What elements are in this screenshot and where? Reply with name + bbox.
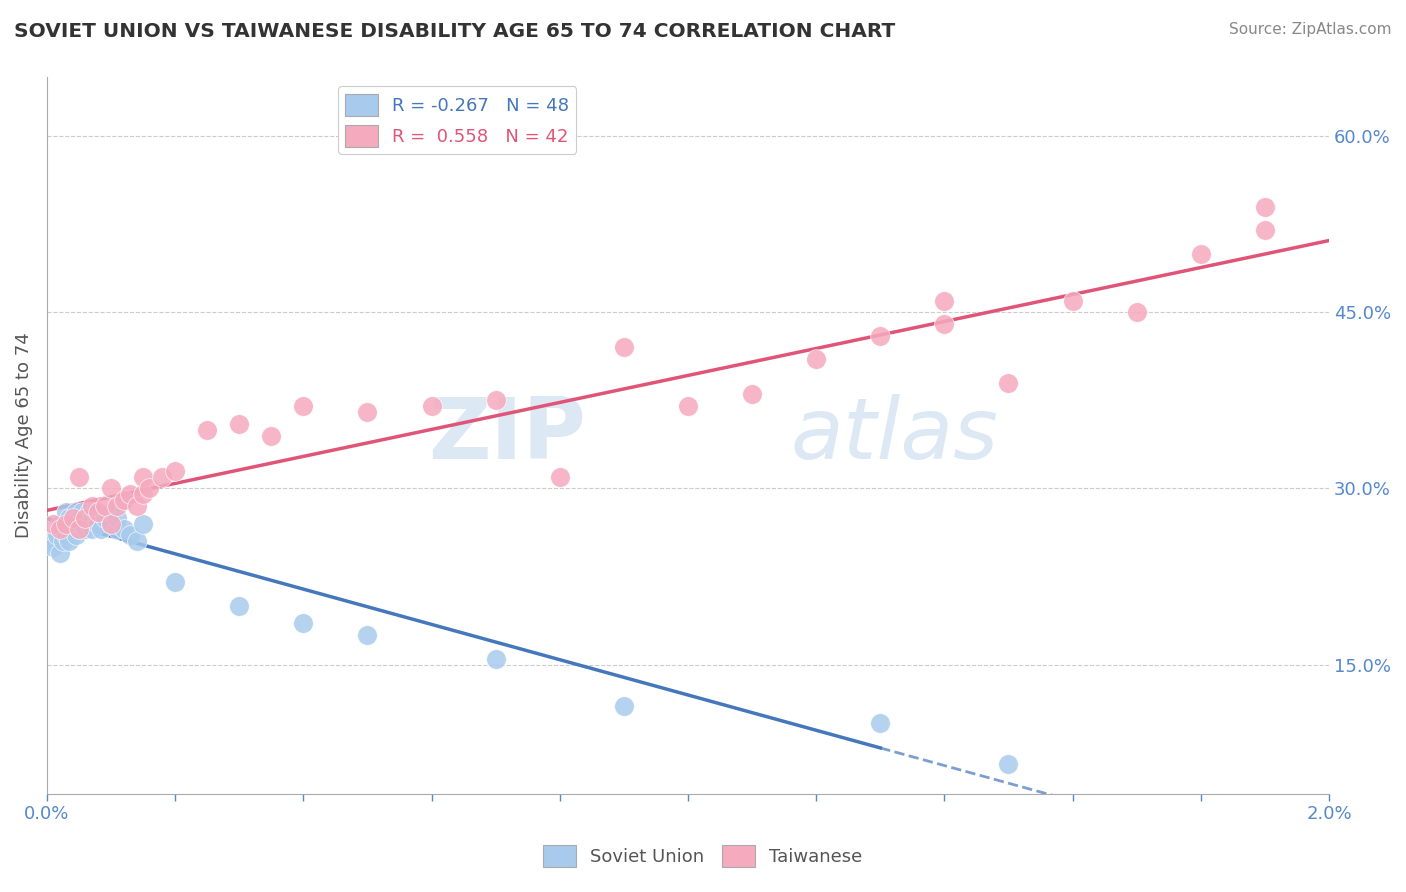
Point <box>997 757 1019 772</box>
Point <box>132 487 155 501</box>
Point <box>70 505 93 519</box>
Point <box>58 510 80 524</box>
Point <box>80 523 103 537</box>
Point <box>55 528 77 542</box>
Point <box>100 482 122 496</box>
Point <box>100 516 122 531</box>
Point <box>485 651 508 665</box>
Point <box>228 599 250 613</box>
Point <box>138 482 160 496</box>
Point <box>75 523 97 537</box>
Point <box>107 523 129 537</box>
Point <box>1254 200 1277 214</box>
Point <box>997 376 1019 390</box>
Point <box>48 546 70 560</box>
Point <box>62 523 84 537</box>
Point <box>55 516 77 531</box>
Point <box>39 534 62 549</box>
Point <box>125 534 148 549</box>
Point <box>87 516 110 531</box>
Point <box>120 528 142 542</box>
Legend: R = -0.267   N = 48, R =  0.558   N = 42: R = -0.267 N = 48, R = 0.558 N = 42 <box>337 87 576 154</box>
Point <box>356 405 378 419</box>
Point <box>420 399 443 413</box>
Y-axis label: Disability Age 65 to 74: Disability Age 65 to 74 <box>15 333 32 539</box>
Point <box>150 469 173 483</box>
Point <box>107 510 129 524</box>
Point <box>548 469 571 483</box>
Point <box>869 328 891 343</box>
Point <box>804 352 827 367</box>
Point <box>165 575 187 590</box>
Text: SOVIET UNION VS TAIWANESE DISABILITY AGE 65 TO 74 CORRELATION CHART: SOVIET UNION VS TAIWANESE DISABILITY AGE… <box>14 22 896 41</box>
Point <box>93 510 115 524</box>
Point <box>613 698 636 713</box>
Point <box>100 505 122 519</box>
Point <box>77 516 100 531</box>
Point <box>1062 293 1084 308</box>
Point <box>77 505 100 519</box>
Point <box>228 417 250 431</box>
Point <box>165 464 187 478</box>
Point <box>195 423 218 437</box>
Point <box>48 516 70 531</box>
Point <box>42 516 65 531</box>
Point <box>52 534 75 549</box>
Point <box>55 505 77 519</box>
Point <box>62 516 84 531</box>
Point <box>75 510 97 524</box>
Text: atlas: atlas <box>790 394 998 477</box>
Point <box>67 523 90 537</box>
Point <box>70 516 93 531</box>
Point <box>58 534 80 549</box>
Point <box>67 516 90 531</box>
Point <box>112 523 135 537</box>
Point <box>42 540 65 554</box>
Point <box>67 510 90 524</box>
Point <box>87 510 110 524</box>
Point <box>93 499 115 513</box>
Point <box>75 510 97 524</box>
Point <box>741 387 763 401</box>
Point <box>65 505 87 519</box>
Point <box>292 616 315 631</box>
Point <box>292 399 315 413</box>
Point <box>120 487 142 501</box>
Point <box>1189 246 1212 260</box>
Point <box>90 523 112 537</box>
Point <box>87 505 110 519</box>
Legend: Soviet Union, Taiwanese: Soviet Union, Taiwanese <box>536 838 870 874</box>
Point <box>260 428 283 442</box>
Point <box>934 317 956 331</box>
Point <box>80 499 103 513</box>
Point <box>67 523 90 537</box>
Text: ZIP: ZIP <box>427 394 585 477</box>
Point <box>356 628 378 642</box>
Point <box>84 505 107 519</box>
Point <box>80 510 103 524</box>
Point <box>1125 305 1147 319</box>
Point <box>132 516 155 531</box>
Point <box>45 528 67 542</box>
Point <box>934 293 956 308</box>
Point <box>613 341 636 355</box>
Point <box>132 469 155 483</box>
Point <box>100 516 122 531</box>
Point <box>55 516 77 531</box>
Point <box>107 499 129 513</box>
Point <box>65 528 87 542</box>
Point <box>112 493 135 508</box>
Point <box>62 510 84 524</box>
Point <box>67 469 90 483</box>
Point <box>48 523 70 537</box>
Point <box>125 499 148 513</box>
Point <box>676 399 699 413</box>
Text: Source: ZipAtlas.com: Source: ZipAtlas.com <box>1229 22 1392 37</box>
Point <box>52 523 75 537</box>
Point <box>485 393 508 408</box>
Point <box>869 716 891 731</box>
Point <box>1254 223 1277 237</box>
